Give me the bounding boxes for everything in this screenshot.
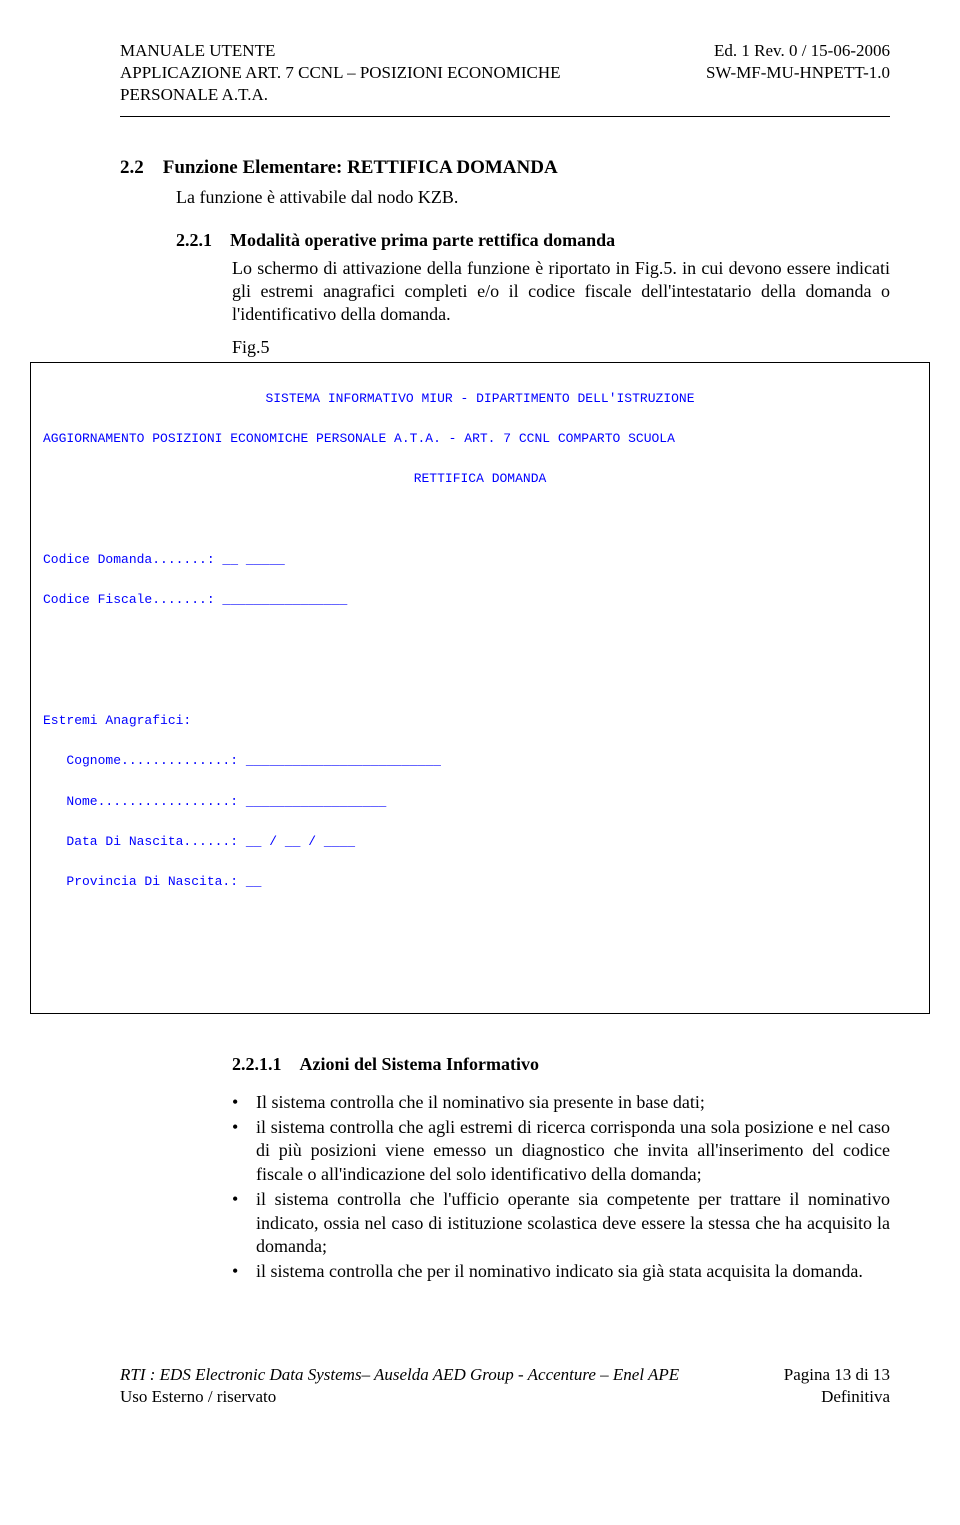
- header-left-line2: APPLICAZIONE ART. 7 CCNL – POSIZIONI ECO…: [120, 62, 561, 84]
- figure-label: Fig.5: [232, 337, 890, 358]
- terminal-line4: Codice Domanda.......: __ _____: [43, 550, 917, 570]
- subsection-paragraph: Lo schermo di attivazione della funzione…: [232, 257, 890, 327]
- bullet-icon: •: [232, 1091, 256, 1114]
- terminal-line3: RETTIFICA DOMANDA: [43, 469, 917, 489]
- document-header: MANUALE UTENTE Ed. 1 Rev. 0 / 15-06-2006…: [120, 40, 890, 106]
- subsection-title: Modalità operative prima parte rettifica…: [230, 230, 615, 250]
- subsubsection-title: Azioni del Sistema Informativo: [300, 1054, 539, 1074]
- list-item: • il sistema controlla che agli estremi …: [232, 1116, 890, 1186]
- document-footer: RTI : EDS Electronic Data Systems– Ausel…: [120, 1364, 890, 1408]
- subsection-number: 2.2.1: [176, 230, 212, 250]
- terminal-line10: Provincia Di Nascita.: __: [43, 872, 917, 892]
- subsubsection-heading: 2.2.1.1 Azioni del Sistema Informativo: [232, 1054, 890, 1075]
- bullet-list: • Il sistema controlla che il nominativo…: [232, 1091, 890, 1284]
- terminal-line1: SISTEMA INFORMATIVO MIUR - DIPARTIMENTO …: [43, 389, 917, 409]
- footer-left-line1: RTI : EDS Electronic Data Systems– Ausel…: [120, 1364, 679, 1386]
- list-item: • il sistema controlla che per il nomina…: [232, 1260, 890, 1283]
- terminal-line2: AGGIORNAMENTO POSIZIONI ECONOMICHE PERSO…: [43, 429, 917, 449]
- header-left-line3: PERSONALE A.T.A.: [120, 84, 268, 106]
- terminal-line9: Data Di Nascita......: __ / __ / ____: [43, 832, 917, 852]
- section-title: Funzione Elementare: RETTIFICA DOMANDA: [163, 157, 558, 178]
- footer-left-line2: Uso Esterno / riservato: [120, 1386, 276, 1408]
- header-divider: [120, 116, 890, 117]
- section-number: 2.2: [120, 157, 144, 178]
- header-right-line1: Ed. 1 Rev. 0 / 15-06-2006: [714, 40, 890, 62]
- subsection-heading: 2.2.1 Modalità operative prima parte ret…: [176, 230, 890, 251]
- bullet-icon: •: [232, 1188, 256, 1258]
- bullet-text: il sistema controlla che agli estremi di…: [256, 1116, 890, 1186]
- terminal-line7: Cognome..............: _________________…: [43, 751, 917, 771]
- terminal-line6: Estremi Anagrafici:: [43, 711, 917, 731]
- footer-right-line2: Definitiva: [821, 1386, 890, 1408]
- terminal-line5: Codice Fiscale.......: ________________: [43, 590, 917, 610]
- terminal-line8: Nome.................: _________________…: [43, 792, 917, 812]
- header-left-line1: MANUALE UTENTE: [120, 40, 275, 62]
- bullet-text: il sistema controlla che per il nominati…: [256, 1260, 890, 1283]
- header-right-line2: SW-MF-MU-HNPETT-1.0: [706, 62, 890, 84]
- footer-right-line1: Pagina 13 di 13: [784, 1364, 890, 1386]
- section-subtext: La funzione è attivabile dal nodo KZB.: [176, 185, 890, 209]
- section-heading: 2.2 Funzione Elementare: RETTIFICA DOMAN…: [120, 157, 890, 179]
- list-item: • Il sistema controlla che il nominativo…: [232, 1091, 890, 1114]
- footer-left-line1-text: RTI : EDS Electronic Data Systems– Ausel…: [120, 1365, 679, 1384]
- bullet-icon: •: [232, 1260, 256, 1283]
- list-item: • il sistema controlla che l'ufficio ope…: [232, 1188, 890, 1258]
- bullet-text: il sistema controlla che l'ufficio opera…: [256, 1188, 890, 1258]
- terminal-screen: SISTEMA INFORMATIVO MIUR - DIPARTIMENTO …: [30, 362, 930, 1014]
- subsubsection-number: 2.2.1.1: [232, 1054, 282, 1074]
- bullet-text: Il sistema controlla che il nominativo s…: [256, 1091, 890, 1114]
- bullet-icon: •: [232, 1116, 256, 1186]
